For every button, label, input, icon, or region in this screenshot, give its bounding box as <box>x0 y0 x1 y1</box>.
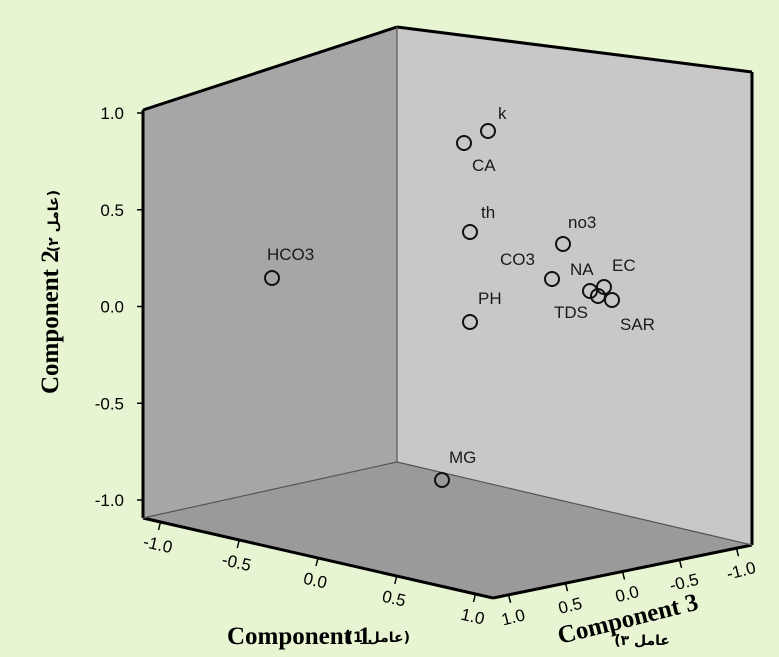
x-tick-label: -0.5 <box>220 550 253 575</box>
data-point-no3 <box>555 236 571 252</box>
data-point-sar <box>604 292 620 308</box>
point-label-ph: PH <box>478 289 502 308</box>
point-label-ca: CA <box>472 156 496 175</box>
point-label-na: NA <box>570 260 594 279</box>
edge-floor-back-left <box>142 461 398 519</box>
x-tick-label: 0.0 <box>302 569 329 593</box>
point-label-sar: SAR <box>620 315 655 334</box>
edge-floor-back-right <box>396 461 753 546</box>
side-wall <box>143 27 397 518</box>
data-point-ca <box>456 135 472 151</box>
y-tick-label: -1.0 <box>95 491 124 510</box>
z-tick-label: 0.5 <box>556 594 584 618</box>
data-point-mg <box>434 472 450 488</box>
x-tick-label: 1.0 <box>459 605 486 629</box>
z-tick-label: -1.0 <box>725 558 758 584</box>
data-point-na <box>582 283 598 299</box>
z-tick-mark <box>507 594 512 604</box>
point-label-ec: EC <box>612 256 636 275</box>
x-tick-mark <box>236 539 240 549</box>
x-tick-mark <box>157 521 162 531</box>
z-tick-mark <box>621 571 626 580</box>
point-label-th: th <box>481 203 495 222</box>
y-axis-title: Component 2 <box>37 250 64 394</box>
y-tick-label: 0.0 <box>100 298 124 317</box>
z-tick-label: 1.0 <box>499 605 527 629</box>
edge-top-left <box>142 25 398 112</box>
point-label-no3: no3 <box>568 213 596 232</box>
point-label-hco3: HCO3 <box>267 245 314 264</box>
x-tick-mark <box>472 593 477 603</box>
floor <box>143 462 752 598</box>
data-point-th <box>462 224 478 240</box>
z-tick-mark <box>678 559 683 569</box>
z-tick-mark <box>564 582 569 592</box>
x-axis-title: Component 1 <box>227 623 371 650</box>
x-tick-label: 0.5 <box>380 587 407 611</box>
x-tick-mark <box>315 557 319 567</box>
data-point-tds <box>590 288 606 304</box>
x-axis-title-arabic: (عامل 1) <box>347 630 410 646</box>
data-point-k <box>480 123 496 139</box>
point-label-co3: CO3 <box>500 250 535 269</box>
y-tick-label: 0.5 <box>100 201 124 220</box>
x-tick-mark <box>394 575 398 585</box>
y-axis-ticks: 1.0 0.5 0.0 -0.5 -1.0 <box>95 104 143 510</box>
data-point-co3 <box>544 271 560 287</box>
point-label-k: k <box>498 104 507 123</box>
z-axis-title-arabic: عامل ٣) <box>614 633 670 649</box>
y-tick-label: -0.5 <box>95 394 124 413</box>
y-axis-title-arabic: (عامل ٢) <box>46 190 62 252</box>
z-tick-mark <box>735 547 740 557</box>
edge-top-right <box>396 25 753 74</box>
point-label-mg: MG <box>449 448 476 467</box>
x-tick-label: -1.0 <box>141 532 174 557</box>
data-point-hco3 <box>264 270 280 286</box>
box-inner-edges <box>142 27 753 546</box>
data-points: k CA th no3 HCO3 CO3 NA EC TDS SAR PH MG <box>264 104 655 488</box>
data-point-ph <box>462 314 478 330</box>
back-wall <box>397 27 752 545</box>
point-label-tds: TDS <box>554 303 588 322</box>
y-tick-label: 1.0 <box>100 104 124 123</box>
